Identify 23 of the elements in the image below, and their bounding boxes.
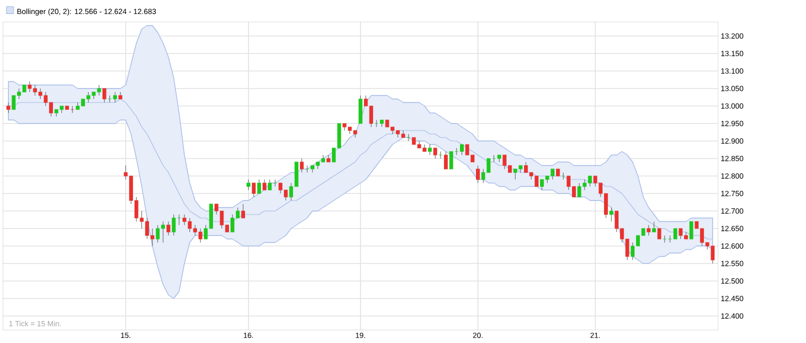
candlestick (252, 182, 256, 198)
candlestick (172, 214, 176, 236)
candlestick (246, 179, 250, 190)
candlestick (300, 158, 304, 173)
candlestick (689, 221, 694, 240)
candlestick (102, 88, 106, 103)
candlestick (166, 221, 170, 236)
candlestick (268, 179, 272, 190)
candlestick (257, 179, 262, 194)
candlestick (449, 151, 454, 170)
candlestick (433, 148, 438, 159)
candlestick (444, 151, 448, 170)
candlestick (428, 144, 432, 156)
candlestick (652, 221, 656, 232)
candlestick (6, 102, 10, 114)
candlestick (673, 228, 678, 240)
candlestick (657, 228, 662, 240)
candlestick (609, 207, 614, 222)
candlestick (460, 144, 464, 156)
candlestick (646, 224, 651, 236)
candlestick (262, 179, 266, 190)
candlestick (476, 165, 480, 184)
candlestick (241, 204, 246, 218)
